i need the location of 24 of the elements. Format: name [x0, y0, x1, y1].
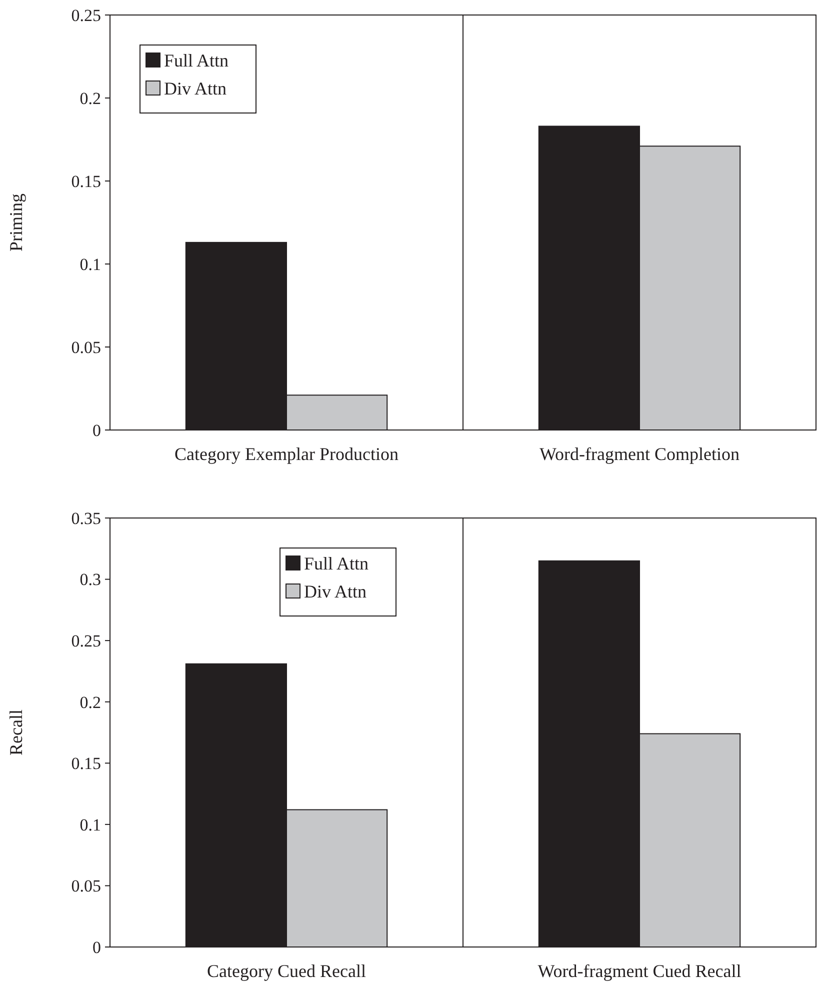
legend-label: Full Attn — [304, 553, 369, 574]
y-tick-label: 0.1 — [80, 254, 101, 274]
legend-label: Full Attn — [164, 50, 229, 70]
legend-label: Div Attn — [164, 78, 227, 98]
y-tick-label: 0.25 — [71, 6, 101, 25]
y-tick-label: 0.2 — [80, 692, 101, 712]
y-tick-label: 0 — [92, 938, 101, 957]
x-tick-label: Word-fragment Completion — [539, 444, 740, 464]
x-tick-label: Word-fragment Cued Recall — [538, 961, 742, 981]
y-tick-label: 0.05 — [71, 876, 101, 896]
legend-label: Div Attn — [304, 581, 367, 602]
y-tick-label: 0.1 — [80, 815, 101, 834]
y-tick-label: 0.3 — [80, 570, 101, 590]
y-tick-label: 0.35 — [71, 508, 101, 528]
y-axis-title: Priming — [6, 193, 26, 252]
y-tick-label: 0.15 — [71, 754, 101, 774]
y-tick-label: 0.05 — [71, 338, 101, 357]
y-axis-title: Recall — [6, 710, 26, 756]
y-tick-label: 0.15 — [71, 172, 101, 191]
y-tick-label: 0 — [92, 420, 101, 440]
x-tick-label: Category Cued Recall — [207, 961, 366, 981]
y-tick-label: 0.25 — [71, 632, 101, 651]
y-tick-label: 0.2 — [80, 88, 101, 108]
x-tick-label: Category Exemplar Production — [174, 444, 398, 464]
